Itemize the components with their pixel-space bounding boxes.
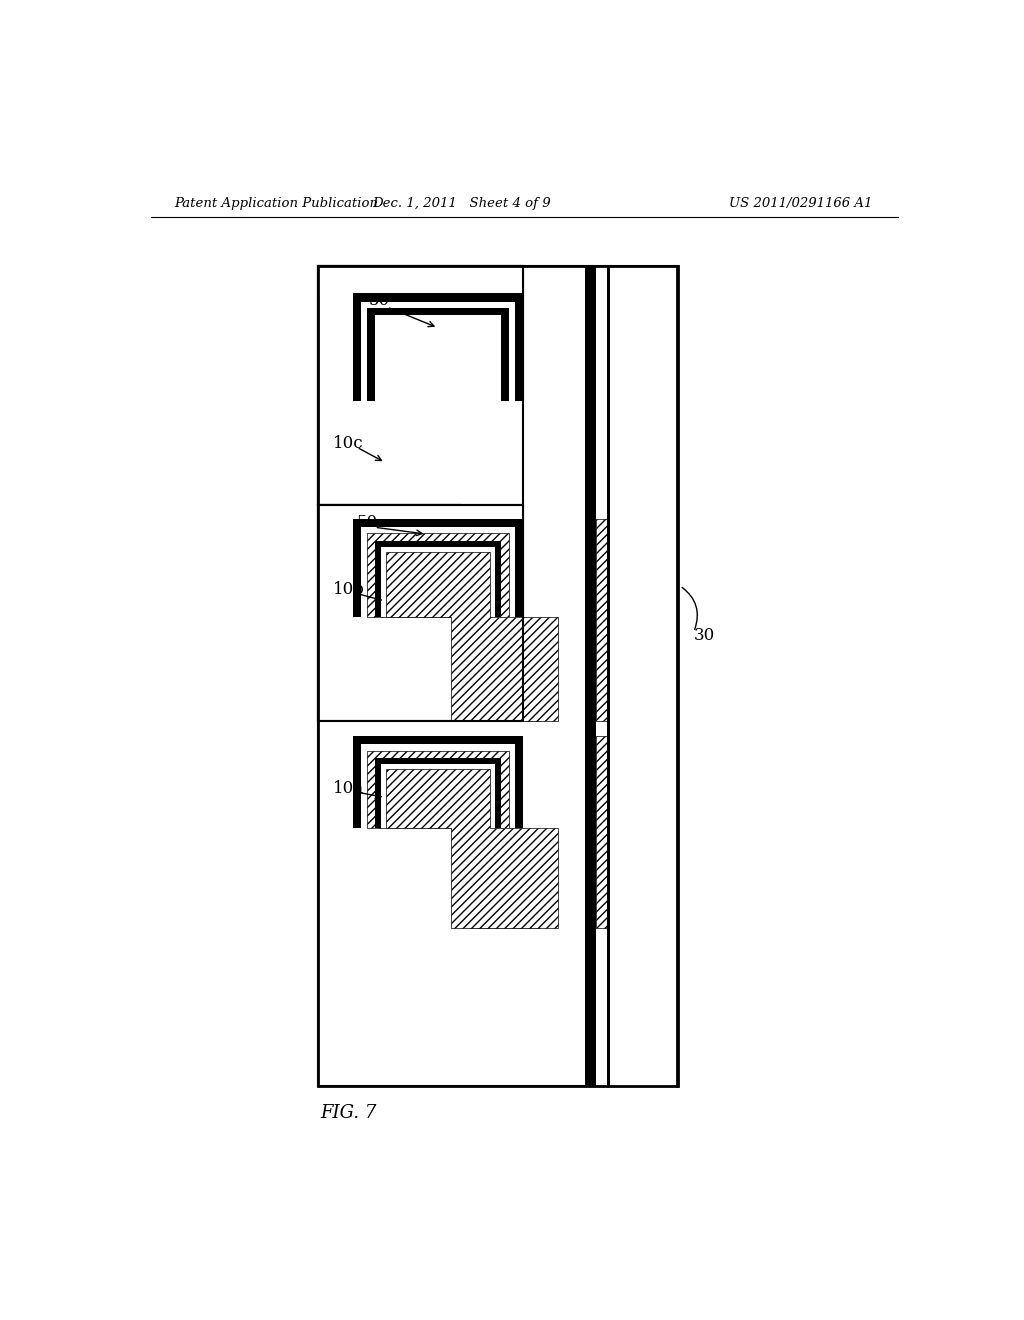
Bar (586, 267, 596, 1086)
Polygon shape (361, 302, 534, 506)
Polygon shape (386, 552, 558, 721)
Polygon shape (368, 308, 540, 506)
Bar (596, 267, 607, 1086)
Polygon shape (375, 541, 547, 721)
Text: 50: 50 (356, 513, 378, 531)
Polygon shape (375, 315, 547, 506)
Text: US 2011/0291166 A1: US 2011/0291166 A1 (729, 197, 872, 210)
Polygon shape (361, 527, 534, 721)
Text: Dec. 1, 2011   Sheet 4 of 9: Dec. 1, 2011 Sheet 4 of 9 (372, 197, 551, 210)
Bar (319, 268, 521, 293)
Bar (596, 737, 607, 928)
Text: 10c: 10c (334, 434, 364, 451)
Bar (317, 267, 523, 504)
Text: FIG. 7: FIG. 7 (321, 1105, 377, 1122)
Polygon shape (352, 737, 524, 928)
Polygon shape (352, 519, 524, 721)
Polygon shape (368, 533, 540, 721)
Bar (607, 267, 610, 1086)
Polygon shape (381, 764, 554, 928)
Text: 50: 50 (369, 292, 389, 309)
Bar (607, 267, 610, 1086)
Bar (317, 506, 523, 721)
Polygon shape (352, 293, 524, 506)
Text: Patent Application Publication: Patent Application Publication (174, 197, 379, 210)
Polygon shape (375, 758, 547, 928)
Bar (586, 267, 678, 1086)
Polygon shape (361, 744, 534, 928)
Bar (596, 519, 607, 721)
Text: 10a: 10a (334, 780, 365, 797)
Bar (319, 721, 523, 737)
Text: 10b: 10b (334, 581, 366, 598)
Polygon shape (381, 548, 554, 721)
Bar (317, 267, 678, 1086)
Bar (317, 267, 678, 1086)
Bar (610, 267, 678, 1086)
Polygon shape (368, 751, 540, 928)
Bar (317, 267, 523, 504)
Text: 30: 30 (693, 627, 715, 644)
Bar (586, 267, 596, 1086)
Bar (317, 506, 523, 721)
Bar (319, 507, 521, 519)
Polygon shape (386, 770, 558, 928)
